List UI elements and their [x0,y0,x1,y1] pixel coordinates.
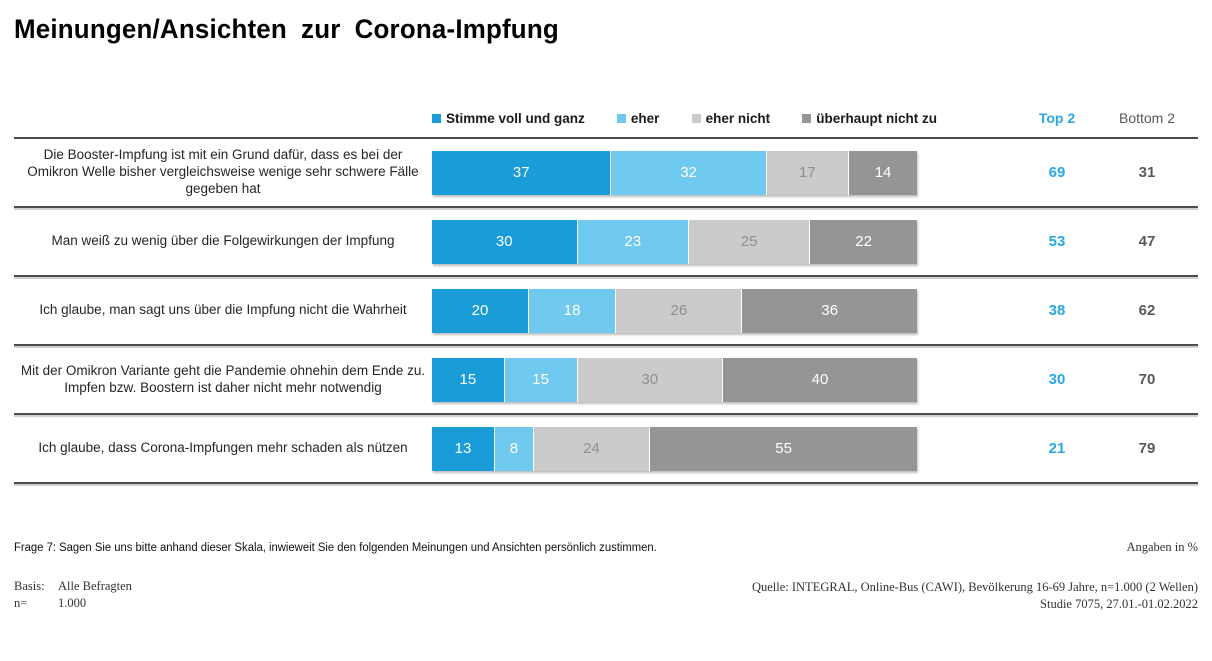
bar-segment: 8 [495,426,534,471]
page-title: Meinungen/Ansichten zur Corona-Impfung [14,14,559,44]
legend-label: Stimme voll und ganz [446,110,585,126]
bar-segment: 17 [766,150,850,195]
table-row: Man weiß zu wenig über die Folgewirkunge… [14,208,1198,277]
angaben-note: Angaben in % [1126,540,1198,554]
bar-segment: 18 [529,288,617,333]
stacked-bar: 20 18 26 36 [432,288,918,333]
legend-label: eher [630,110,660,126]
legend-item-disagree-full: überhaupt nicht zu [802,111,937,126]
bar-segment: 40 [723,357,918,402]
basis-block: Basis: Alle Befragten n= 1.000 [14,579,132,611]
chart-rows: Die Booster-Impfung ist mit ein Grund da… [14,137,1198,484]
legend-swatch-disagree-full-icon [802,113,812,123]
bar-segment: 30 [432,219,578,264]
table-row: Mit der Omikron Variante geht die Pandem… [14,346,1198,415]
legend: Stimme voll und ganz eher eher nicht übe… [432,111,937,126]
n-value: 1.000 [58,596,87,610]
column-header-top2: Top 2 [1038,110,1076,126]
top2-value: 69 [1048,164,1066,181]
bar-segment: 13 [432,426,496,471]
bar-segment: 15 [504,357,578,402]
bottom2-value: 79 [1138,440,1156,457]
statement-label: Ich glaube, man sagt uns über die Impfun… [39,302,407,318]
bar-segment: 14 [849,150,918,195]
table-row: Die Booster-Impfung ist mit ein Grund da… [14,139,1198,208]
legend-swatch-agree-full-icon [432,113,441,123]
question-text: Frage 7: Sagen Sie uns bitte anhand dies… [14,542,657,554]
legend-item-disagree-some: eher nicht [691,110,771,126]
legend-item-agree-full: Stimme voll und ganz [432,111,585,126]
bar-segment: 55 [650,426,918,471]
top2-value: 38 [1048,302,1066,319]
bar-cell: 13 8 24 55 [432,426,919,471]
bottom2-value: 47 [1138,233,1156,250]
legend-item-agree-some: eher [616,110,660,126]
bar-segment: 36 [742,288,918,333]
legend-label: eher nicht [705,110,771,126]
stacked-bar: 13 8 24 55 [432,426,918,471]
bar-segment: 37 [432,150,612,195]
bar-segment: 15 [432,357,505,402]
bar-cell: 15 15 30 40 [432,357,919,402]
bottom2-value: 62 [1138,302,1156,319]
chart-header: Stimme voll und ganz eher eher nicht übe… [14,105,1198,131]
bar-segment: 25 [689,219,811,264]
basis-label: Basis: [14,579,45,593]
stacked-bar: 15 15 30 40 [432,357,918,402]
bar-segment: 20 [432,288,529,333]
statement-label: Man weiß zu wenig über die Folgewirkunge… [51,233,395,249]
footer-bottom: Basis: Alle Befragten n= 1.000 Quelle: I… [14,579,1198,613]
top2-value: 53 [1048,233,1066,250]
slide: Meinungen/Ansichten zur Corona-Impfung S… [14,0,1198,661]
bar-cell: 30 23 25 22 [432,219,919,264]
bar-cell: 37 32 17 14 [432,150,919,195]
legend-swatch-disagree-some-icon [691,113,701,123]
bar-segment: 23 [577,219,690,264]
source-block: Quelle: INTEGRAL, Online-Bus (CAWI), Bev… [752,579,1198,613]
table-row: Ich glaube, dass Corona-Impfungen mehr s… [14,415,1198,484]
footer-question-row: Frage 7: Sagen Sie uns bitte anhand dies… [14,540,1198,555]
statement-label: Ich glaube, dass Corona-Impfungen mehr s… [38,440,408,456]
stacked-bar: 37 32 17 14 [432,150,918,195]
bar-segment: 32 [611,150,767,195]
bottom2-value: 31 [1138,164,1156,181]
bar-cell: 20 18 26 36 [432,288,919,333]
bar-segment: 30 [577,357,723,402]
bar-segment: 22 [810,219,917,264]
basis-value: Alle Befragten [58,579,132,593]
legend-swatch-agree-some-icon [616,113,626,123]
source-line2: Studie 7075, 27.01.-01.02.2022 [1040,596,1198,611]
legend-label: überhaupt nicht zu [816,110,937,126]
column-header-bottom2: Bottom 2 [1118,110,1176,126]
bar-segment: 26 [616,288,743,333]
bar-segment: 24 [533,426,651,471]
table-row: Ich glaube, man sagt uns über die Impfun… [14,277,1198,346]
top2-value: 21 [1048,440,1066,457]
statement-label: Die Booster-Impfung ist mit ein Grund da… [27,147,419,196]
source-line1: Quelle: INTEGRAL, Online-Bus (CAWI), Bev… [751,580,1198,594]
statement-label: Mit der Omikron Variante geht die Pandem… [20,362,426,395]
bottom2-value: 70 [1138,371,1156,388]
stacked-bar: 30 23 25 22 [432,219,917,264]
top2-value: 30 [1048,371,1066,388]
n-label: n= [14,596,28,610]
